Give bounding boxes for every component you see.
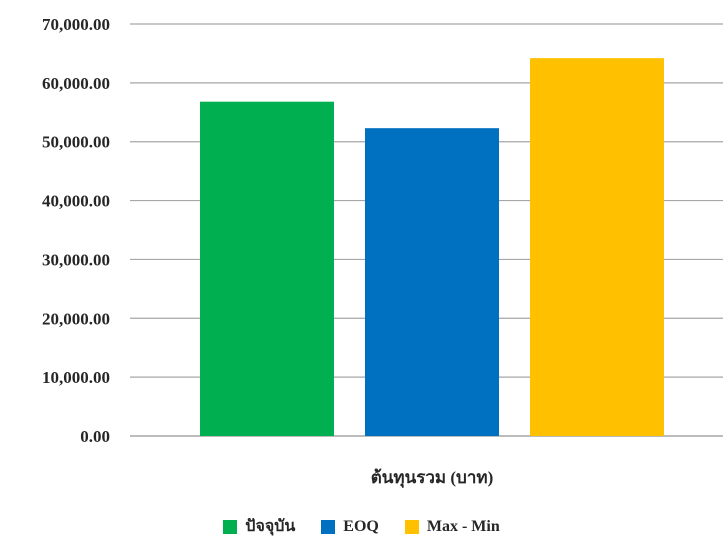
legend-swatch-max-min: [404, 519, 419, 534]
y-tick-label: 60,000.00: [42, 74, 110, 93]
legend-label-eoq: EOQ: [343, 517, 379, 535]
y-tick-label: 50,000.00: [42, 133, 110, 152]
y-axis-tick-labels: 0.00 10,000.00 20,000.00 30,000.00 40,000.00…: [42, 15, 110, 446]
legend-item-eoq: EOQ: [321, 518, 379, 536]
legend-label-max-min: Max - Min: [426, 517, 500, 535]
y-tick-label: 20,000.00: [42, 309, 110, 328]
bar-max-min: [530, 58, 664, 436]
y-tick-label: 0.00: [80, 427, 110, 446]
bar-ปัจจุบัน: [200, 101, 334, 436]
y-tick-label: 40,000.00: [42, 192, 110, 211]
bar-eoq: [365, 128, 499, 437]
legend-swatch-current: [223, 519, 238, 534]
legend-item-max-min: Max - Min: [404, 517, 500, 536]
legend-swatch-eoq: [321, 519, 336, 534]
legend: ปัจจุบัน EOQ Max - Min: [0, 514, 723, 539]
y-tick-label: 30,000.00: [42, 250, 110, 269]
y-tick-label: 10,000.00: [42, 368, 110, 387]
legend-item-current: ปัจจุบัน: [223, 514, 295, 539]
legend-label-current: ปัจจุบัน: [245, 518, 296, 535]
bars: [200, 58, 664, 437]
y-tick-label: 70,000.00: [42, 15, 110, 34]
x-axis-category-label: ต้นทุนรวม (บาท): [371, 468, 494, 488]
